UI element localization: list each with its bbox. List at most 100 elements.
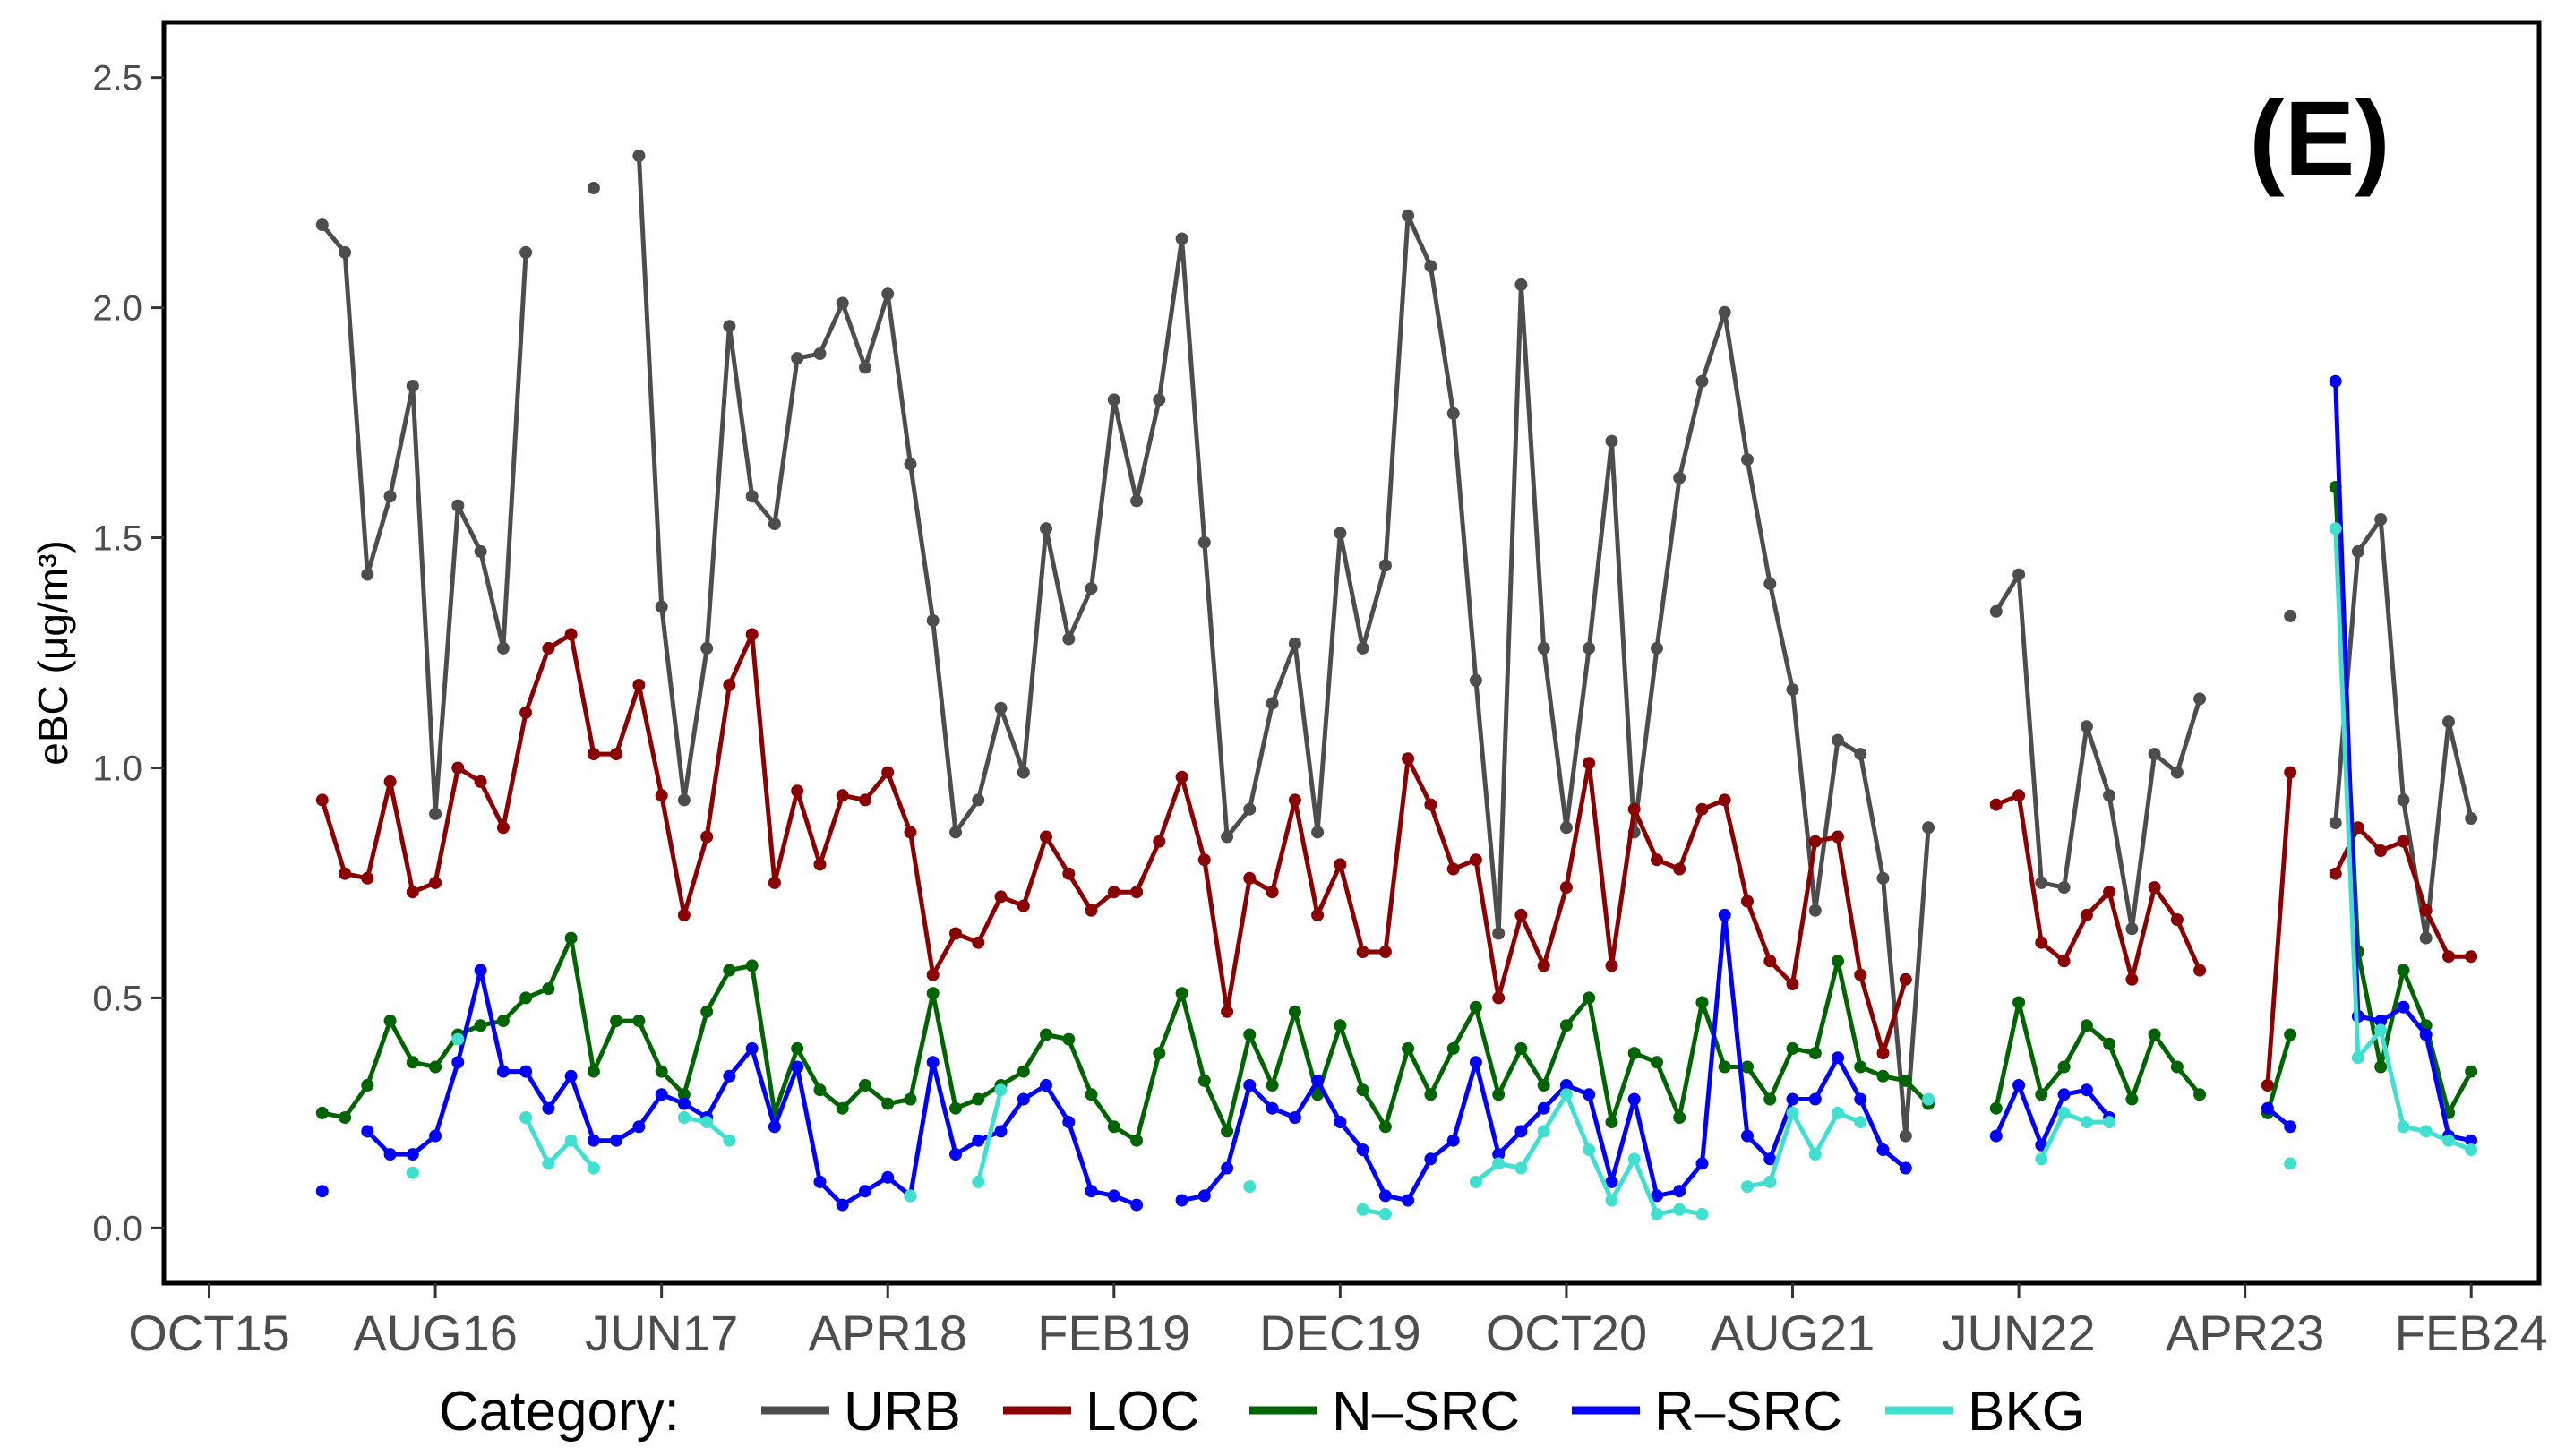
data-point-urb (1130, 494, 1144, 508)
data-point-urb (904, 458, 917, 471)
data-point-loc (2193, 964, 2207, 977)
data-point-n-src (361, 1079, 374, 1092)
data-point-bkg (2103, 1116, 2116, 1129)
data-point-n-src (1243, 1028, 1257, 1041)
data-point-urb (2035, 876, 2048, 889)
data-point-loc (587, 748, 600, 761)
legend-label-loc: LOC (1085, 1381, 1199, 1443)
series-line-bkg (2039, 1110, 2110, 1161)
data-point-r-src (745, 1041, 759, 1055)
data-point-bkg (2374, 1023, 2388, 1037)
data-point-loc (2442, 950, 2455, 964)
data-point-loc (2419, 904, 2433, 917)
data-point-bkg (1854, 1116, 1867, 1129)
data-point-n-src (1559, 1019, 1573, 1032)
data-point-n-src (2080, 1019, 2093, 1032)
data-point-n-src (859, 1079, 871, 1092)
data-point-n-src (2057, 1060, 2071, 1074)
data-point-r-src (2374, 1015, 2388, 1028)
data-point-bkg (1832, 1106, 1844, 1119)
data-point-bkg (451, 1032, 465, 1046)
data-point-urb (1085, 582, 1098, 595)
data-point-bkg (1808, 1148, 1822, 1161)
data-point-r-src (1651, 1189, 1663, 1203)
data-point-loc (745, 628, 759, 641)
legend-label-urb: URB (844, 1381, 961, 1443)
data-point-loc (1402, 752, 1415, 766)
data-point-urb (1107, 393, 1120, 407)
data-point-urb (2148, 748, 2161, 761)
data-point-n-src (1378, 1120, 1392, 1134)
data-point-urb (1356, 641, 1369, 655)
data-point-bkg (904, 1189, 917, 1203)
data-point-urb (949, 826, 962, 839)
data-point-n-src (2465, 1065, 2478, 1078)
data-point-r-src (1763, 1152, 1777, 1166)
data-point-bkg (2284, 1157, 2297, 1170)
data-point-loc (1808, 835, 1822, 848)
data-point-r-src (655, 1088, 668, 1101)
data-point-r-src (1221, 1161, 1234, 1175)
data-point-loc (2080, 908, 2093, 921)
series-line-bkg (975, 1089, 1003, 1183)
data-point-urb (836, 296, 849, 310)
data-point-r-src (1085, 1185, 1098, 1198)
data-point-r-src (1514, 1125, 1528, 1138)
data-point-n-src (1583, 991, 1596, 1005)
data-point-bkg (2397, 1120, 2410, 1134)
data-point-loc (1130, 886, 1144, 899)
data-point-n-src (1492, 1088, 1506, 1101)
data-point-urb (881, 287, 895, 301)
series-urb (315, 150, 2478, 1143)
data-point-loc (1651, 853, 1663, 867)
series-layer (315, 150, 2478, 1220)
data-point-bkg (1763, 1175, 1777, 1188)
data-point-urb (406, 380, 419, 392)
data-point-loc (2284, 766, 2297, 779)
x-tick-label: JUN17 (585, 1305, 738, 1361)
data-point-urb (677, 793, 691, 807)
data-point-r-src (1605, 1175, 1618, 1188)
data-point-n-src (1107, 1120, 1120, 1134)
data-point-urb (632, 150, 646, 162)
data-point-n-src (904, 1092, 917, 1106)
data-point-urb (1718, 305, 1731, 319)
data-point-n-src (1651, 1056, 1663, 1069)
data-point-r-src (1243, 1079, 1257, 1092)
x-tick-label: DEC19 (1259, 1305, 1421, 1361)
data-point-n-src (1514, 1041, 1528, 1055)
data-point-urb (383, 490, 397, 503)
data-point-urb (1899, 1129, 1912, 1143)
y-axis: 0.0 0.5 1.0 1.5 2.0 2.5 (92, 59, 164, 1248)
data-point-bkg (1673, 1203, 1686, 1216)
data-point-urb (1040, 522, 1052, 535)
data-point-n-src (1695, 996, 1709, 1009)
data-point-loc (655, 789, 668, 802)
data-point-bkg (1243, 1180, 1257, 1194)
data-point-loc (1492, 991, 1506, 1005)
data-point-r-src (1266, 1101, 1279, 1115)
data-point-r-src (813, 1175, 827, 1188)
data-point-bkg (406, 1166, 419, 1179)
data-point-urb (700, 641, 714, 655)
x-tick-label: AUG21 (1711, 1305, 1875, 1361)
data-point-r-src (1492, 1148, 1506, 1161)
data-point-r-src (1989, 1129, 2003, 1143)
data-point-r-src (1175, 1194, 1188, 1207)
data-point-loc (1559, 881, 1573, 895)
data-point-n-src (1356, 1083, 1369, 1097)
data-point-loc (1854, 968, 1867, 981)
data-point-urb (1378, 559, 1392, 572)
series-bkg (406, 522, 2478, 1220)
data-point-r-src (1627, 1092, 1641, 1106)
data-point-n-src (1446, 1041, 1460, 1055)
data-point-bkg (2329, 522, 2342, 535)
data-point-n-src (1741, 1060, 1754, 1074)
data-point-n-src (1062, 1032, 1076, 1046)
data-point-loc (474, 775, 487, 788)
data-point-urb (2284, 609, 2297, 622)
data-point-r-src (2329, 374, 2342, 388)
x-tick-label: OCT20 (1486, 1305, 1648, 1361)
data-point-loc (2170, 913, 2184, 926)
data-point-r-src (1378, 1189, 1392, 1203)
